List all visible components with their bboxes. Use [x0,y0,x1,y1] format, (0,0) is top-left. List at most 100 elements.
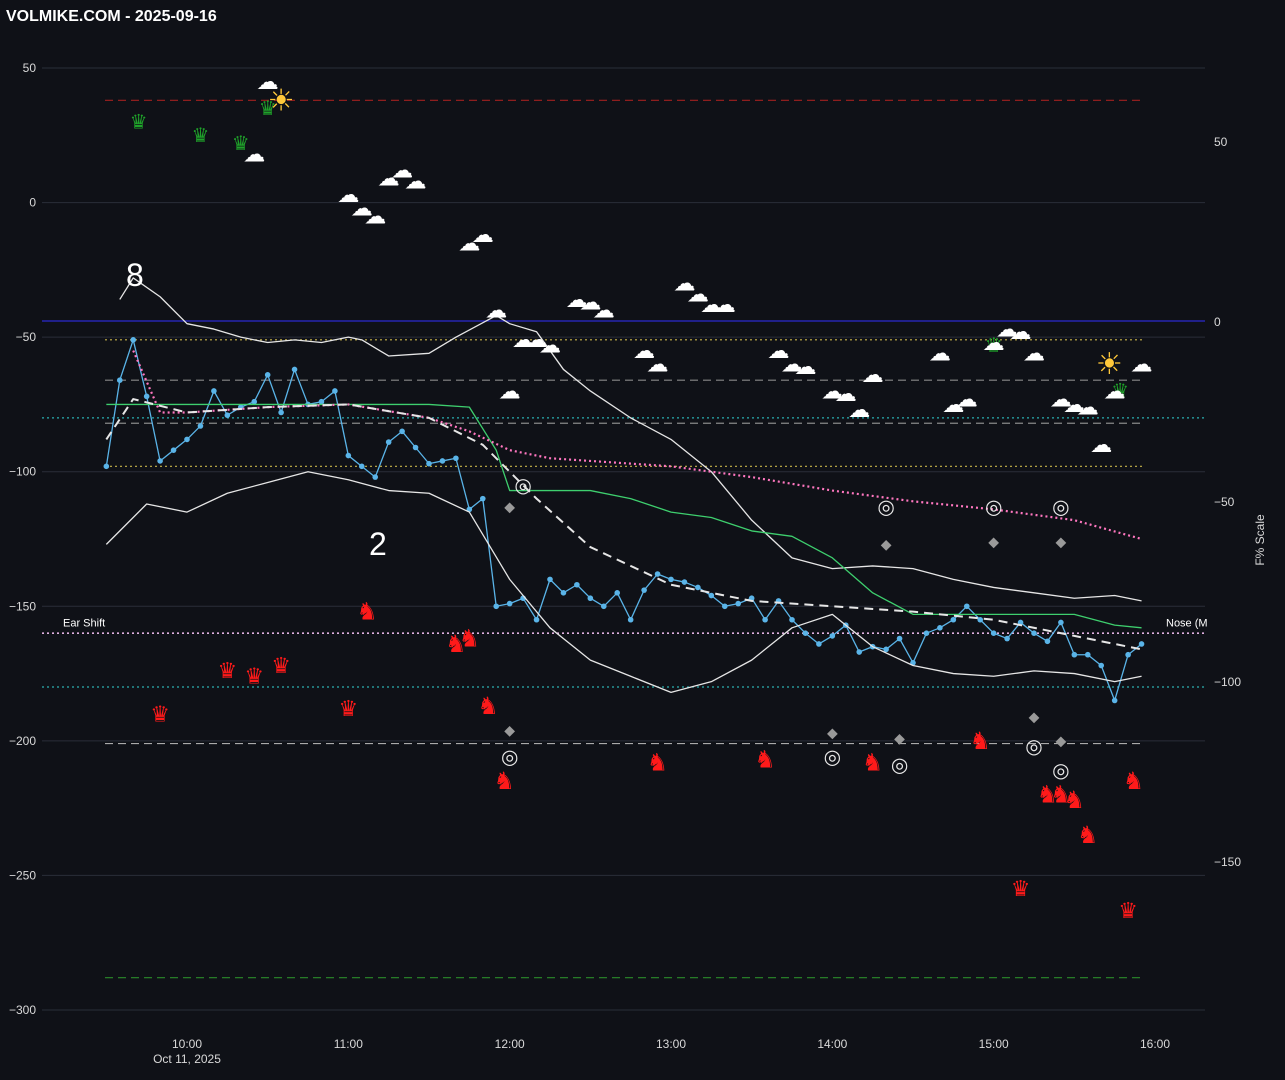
cloud-marker: ☁ [821,379,843,404]
data-point [1058,619,1064,626]
data-point [654,571,661,577]
x-tick-label: 11:00 [334,1037,363,1051]
red-queen-marker: ♛ [1011,877,1031,902]
data-point [157,458,163,464]
elephant-marker: ◆ [504,499,515,515]
data-point [600,603,607,610]
y-left-tick-label: −100 [9,465,36,479]
headphones-marker: ◎ [824,745,841,769]
data-point [439,458,446,464]
annotation-label: Nose (M [1166,617,1208,629]
data-point [695,584,701,591]
elephant-marker: ◆ [881,537,892,553]
green-queen-marker: ♛ [130,109,148,133]
data-point [211,388,217,394]
cloud-marker: ☁ [862,363,884,388]
sun-marker: ☀ [268,83,295,118]
x-tick-label: 16:00 [1140,1037,1170,1051]
cloud-marker: ☁ [781,352,803,377]
cloud-marker: ☁ [687,282,709,307]
series-line [105,398,1142,651]
data-point [1044,638,1051,645]
data-point [103,463,110,470]
data-point [937,625,943,631]
headphones-marker: ◎ [877,494,894,518]
grid [42,67,1205,1011]
cloud-marker: ☁ [378,167,400,192]
data-point [856,649,863,655]
reference-lines [42,99,1205,979]
cloud-marker: ☁ [1104,379,1126,404]
y-left-tick-label: −250 [9,868,36,882]
data-point [345,452,352,459]
series-line [105,471,1142,694]
cloud-marker: ☁ [485,299,507,324]
cloud-marker: ☁ [768,339,790,364]
cloud-marker: ☁ [526,328,548,353]
red-knight-marker: ♞ [754,746,776,774]
data-point [950,616,957,623]
y-right-tick-label: −100 [1214,675,1241,689]
series-line [132,350,1142,541]
data-point [426,460,432,467]
data-point [130,337,137,343]
data-point [372,474,379,480]
data-point [708,592,715,599]
x-tick-label: 14:00 [817,1037,847,1051]
series-line [105,339,1142,702]
elephant-marker: ◆ [1055,534,1066,550]
red-knight-marker: ♞ [1050,781,1072,809]
cloud-marker: ☁ [499,379,521,404]
red-queen-marker: ♛ [338,697,358,722]
data-point [332,388,338,394]
data-point [1111,697,1118,704]
red-queen-marker: ♛ [1118,899,1138,924]
red-knight-marker: ♞ [1123,767,1145,795]
cloud-marker: ☁ [472,223,494,248]
data-point [1004,635,1010,642]
annotation-label: Ear Shift [63,617,105,629]
x-tick-label: 15:00 [979,1037,1009,1051]
series-line [106,403,1142,629]
cloud-marker: ☁ [405,169,427,194]
data-point [896,635,903,642]
red-knight-marker: ♞ [445,630,467,658]
elephant-marker: ◆ [1055,734,1066,750]
y-right-axis-label: F% Scale [1253,514,1267,566]
red-knight-marker: ♞ [459,625,481,653]
cloud-marker: ☁ [458,231,480,256]
cloud-marker: ☁ [1063,393,1085,418]
cloud-marker: ☁ [539,334,561,359]
x-tick-label: 12:00 [495,1037,525,1051]
data-point [735,600,742,607]
red-queen-marker: ♛ [244,665,264,690]
red-knight-marker: ♞ [1037,781,1059,809]
data-point [506,600,513,607]
red-knight-marker: ♞ [1077,821,1099,849]
cloud-marker: ☁ [983,331,1005,356]
cloud-marker: ☁ [1090,433,1112,458]
data-point [385,439,392,445]
data-point [358,463,365,470]
data-point [547,576,553,583]
cloud-marker: ☁ [579,290,601,315]
data-point [170,447,177,453]
cloud-marker: ☁ [794,355,816,380]
cloud-marker: ☁ [351,196,373,221]
cloud-marker: ☁ [566,288,588,313]
cloud-marker: ☁ [1050,387,1072,412]
cloud-marker: ☁ [996,317,1018,342]
data-point [762,616,768,623]
data-point [318,398,325,405]
data-point [802,630,809,636]
red-queen-marker: ♛ [217,659,237,684]
data-point [829,633,836,639]
red-queen-marker: ♛ [150,702,170,727]
y-left-tick-label: 50 [23,61,37,75]
data-point [399,428,405,435]
y-left-tick-label: −300 [9,1003,36,1017]
data-point [977,616,984,623]
y-right-tick-label: −50 [1214,495,1235,509]
annotation-label: 8 [126,257,144,293]
